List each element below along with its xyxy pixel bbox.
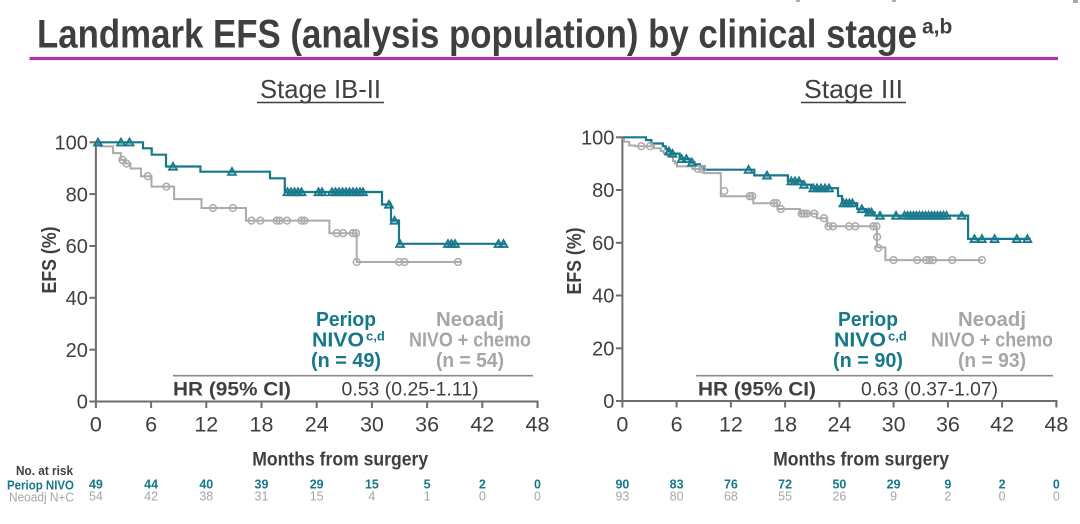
svg-text:49: 49 [89,478,103,492]
svg-text:38: 38 [199,490,213,504]
svg-text:50: 50 [832,478,846,492]
svg-text:90: 90 [615,478,629,492]
svg-text:48: 48 [526,413,550,437]
svg-text:NIVO + chemo: NIVO + chemo [931,330,1053,352]
svg-text:15: 15 [310,490,324,504]
svg-text:EFS (%): EFS (%) [564,228,586,295]
svg-text:2: 2 [999,478,1006,492]
svg-text:40: 40 [592,286,614,308]
svg-text:80: 80 [66,184,88,206]
svg-text:(n = 90): (n = 90) [833,350,903,372]
svg-text:1: 1 [424,490,431,504]
svg-text:Neoadj: Neoadj [958,309,1026,331]
svg-text:0: 0 [534,478,541,492]
svg-text:100: 100 [581,128,614,150]
svg-text:30: 30 [360,413,384,437]
svg-text:40: 40 [199,478,213,492]
svg-text:0: 0 [479,490,486,504]
svg-text:60: 60 [66,236,88,258]
svg-text:31: 31 [255,490,269,504]
svg-text:9: 9 [944,478,951,492]
svg-text:0: 0 [616,413,628,437]
svg-text:Stage IB-II: Stage IB-II [260,74,381,104]
svg-text:9: 9 [890,490,897,504]
svg-text:5: 5 [424,478,431,492]
svg-text:24: 24 [827,413,851,437]
svg-text:Months from surgery: Months from surgery [773,450,949,471]
svg-text:a,b: a,b [922,16,952,39]
svg-text:48: 48 [1044,413,1068,437]
svg-text:Neoadj: Neoadj [436,309,504,331]
svg-text:0: 0 [90,413,102,437]
svg-text:54: 54 [89,490,103,504]
svg-text:80: 80 [592,180,614,202]
svg-text:c,d: c,d [366,329,385,344]
svg-text:26: 26 [832,490,846,504]
svg-text:40: 40 [66,288,88,310]
svg-text:18: 18 [773,413,797,437]
svg-text:29: 29 [310,478,324,492]
svg-text:6: 6 [671,413,683,437]
svg-text:Landmark EFS (analysis populat: Landmark EFS (analysis population) by cl… [37,13,917,57]
svg-text:0: 0 [534,490,541,504]
svg-text:72: 72 [778,478,792,492]
svg-text:Stage III: Stage III [804,74,903,104]
svg-text:0: 0 [1053,490,1060,504]
svg-text:0: 0 [603,391,614,413]
svg-text:6: 6 [145,413,157,437]
svg-text:39: 39 [255,478,269,492]
svg-text:Neoadj N+C: Neoadj N+C [9,490,74,505]
svg-text:93: 93 [615,490,629,504]
svg-text:76: 76 [724,478,738,492]
svg-text:(n = 49): (n = 49) [311,350,381,372]
svg-text:15: 15 [365,478,379,492]
svg-text:30: 30 [882,413,906,437]
svg-text:(n = 93): (n = 93) [958,350,1026,372]
svg-text:EFS (%): EFS (%) [39,227,61,294]
svg-text:36: 36 [936,413,960,437]
svg-text:83: 83 [670,478,684,492]
svg-text:100: 100 [55,133,88,155]
svg-text:24: 24 [305,413,329,437]
svg-text:Periop NIVO: Periop NIVO [7,478,74,493]
svg-text:29: 29 [887,478,901,492]
svg-text:HR (95% CI): HR (95% CI) [173,380,291,401]
svg-text:0: 0 [77,392,88,414]
svg-text:0: 0 [999,490,1006,504]
svg-text:42: 42 [470,413,494,437]
svg-text:36: 36 [415,413,439,437]
svg-text:Periop: Periop [316,309,376,331]
svg-text:12: 12 [194,413,218,437]
svg-text:NIVO + chemo: NIVO + chemo [409,330,531,352]
svg-text:68: 68 [724,490,738,504]
svg-text:2: 2 [479,478,486,492]
svg-text:HR (95% CI): HR (95% CI) [698,380,816,401]
svg-text:42: 42 [144,490,158,504]
svg-text:No. at risk: No. at risk [16,463,74,478]
svg-text:Months from surgery: Months from surgery [252,450,428,471]
svg-text:c,d: c,d [888,329,907,344]
svg-text:20: 20 [66,340,88,362]
svg-text:0: 0 [1053,478,1060,492]
svg-text:2: 2 [944,490,951,504]
svg-text:44: 44 [144,478,158,492]
svg-text:55: 55 [778,490,792,504]
svg-text:12: 12 [719,413,743,437]
svg-text:0.53 (0.25-1.11): 0.53 (0.25-1.11) [342,380,479,401]
svg-text:NIVO: NIVO [834,330,886,352]
svg-text:42: 42 [990,413,1014,437]
svg-text:NIVO: NIVO [312,330,364,352]
svg-text:80: 80 [670,490,684,504]
svg-text:20: 20 [592,339,614,361]
svg-text:18: 18 [250,413,274,437]
svg-text:0.63 (0.37-1.07): 0.63 (0.37-1.07) [861,380,998,401]
svg-text:(n = 54): (n = 54) [436,350,504,372]
svg-text:Periop: Periop [838,309,898,331]
svg-text:60: 60 [592,233,614,255]
svg-text:4: 4 [368,490,375,504]
